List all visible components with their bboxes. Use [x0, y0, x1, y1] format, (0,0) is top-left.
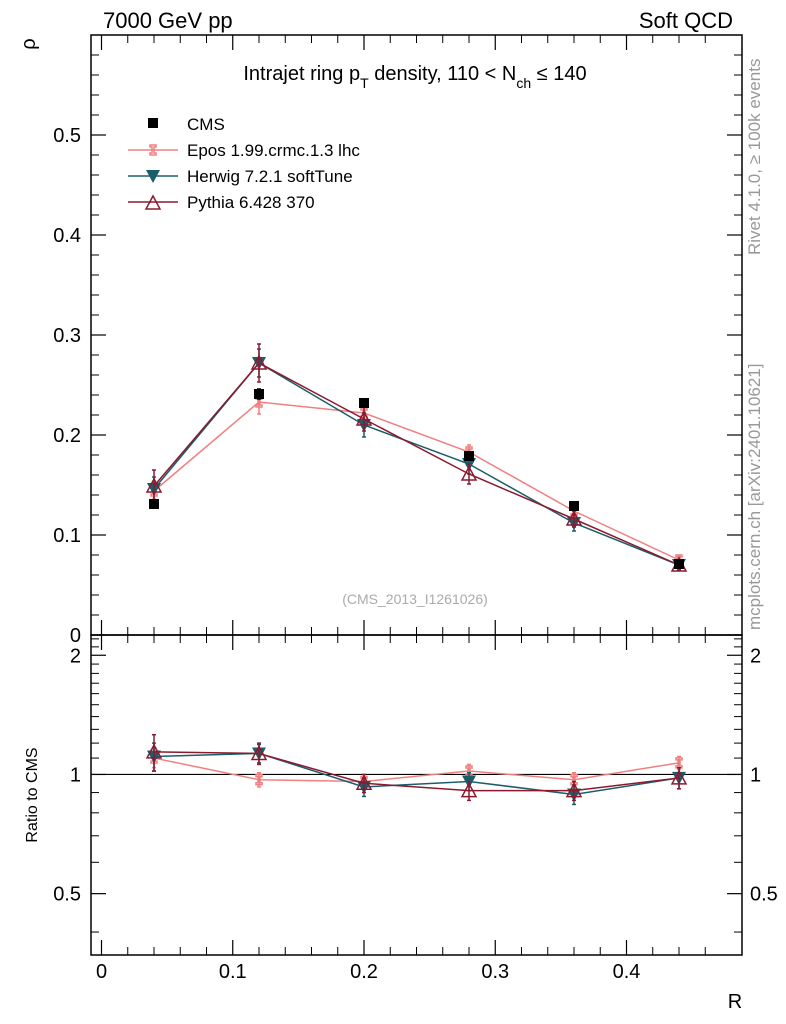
y-tick-label: 0.2 — [53, 425, 81, 447]
point-cms — [569, 501, 579, 511]
ratio-line-pythia — [153, 751, 680, 792]
x-tick-label: 0 — [96, 961, 107, 983]
ratio-line-epos — [153, 757, 680, 783]
point-cms — [254, 389, 264, 399]
legend-entry-pythia: Pythia 6.428 370 — [128, 193, 315, 212]
header-right: Soft QCD — [639, 8, 733, 33]
legend-label-herwig: Herwig 7.2.1 softTune — [187, 167, 353, 186]
legend-label-epos: Epos 1.99.crmc.1.3 lhc — [187, 141, 360, 160]
series-epos — [150, 389, 683, 566]
ratio-tick-label-right: 1 — [750, 764, 761, 786]
point-pythia — [565, 510, 583, 526]
series-line-epos — [153, 401, 680, 561]
x-tick-label: 0.3 — [481, 961, 509, 983]
analysis-id: (CMS_2013_I1261026) — [342, 591, 488, 607]
series-pythia — [145, 343, 688, 572]
x-tick-label: 0.4 — [613, 961, 641, 983]
series-herwig — [147, 348, 686, 572]
ratio-tick-label: 2 — [70, 645, 81, 667]
series-cms — [149, 388, 684, 569]
legend-marker-epos — [149, 144, 157, 156]
ratio-axis-ticks: 0.5 0.5 1 1 2 2 — [53, 638, 778, 933]
ratio-point-epos — [255, 773, 263, 786]
ratio-series-layer — [145, 733, 688, 806]
x-tick-label: 0.2 — [350, 961, 378, 983]
legend: CMS Epos 1.99.crmc.1.3 lhc Herwig 7.2.1 … — [128, 115, 360, 212]
ratio-point-epos — [570, 773, 578, 786]
ratio-axis-title: Ratio to CMS — [24, 747, 41, 842]
x-axis-title: R — [728, 991, 742, 1013]
ratio-tick-label-right: 2 — [750, 645, 761, 667]
legend-label-pythia: Pythia 6.428 370 — [187, 193, 315, 212]
point-cms — [149, 499, 159, 509]
ratio-point-epos — [675, 757, 683, 769]
ratio-tick-label: 1 — [70, 764, 81, 786]
ratio-series-pythia — [145, 733, 688, 802]
rivet-label: Rivet 4.1.0, ≥ 100k events — [745, 59, 764, 255]
legend-marker-pythia — [144, 194, 162, 210]
ratio-point-pythia — [355, 774, 373, 791]
legend-entry-epos: Epos 1.99.crmc.1.3 lhc — [128, 141, 360, 160]
y-tick-label: 0.1 — [53, 525, 81, 547]
legend-marker-herwig — [146, 170, 160, 183]
legend-entry-cms: CMS — [148, 115, 225, 134]
point-pythia — [145, 477, 163, 493]
y-tick-label: 0 — [70, 625, 81, 647]
x-tick-label: 0.1 — [219, 961, 247, 983]
point-cms — [674, 559, 684, 569]
ratio-line-herwig — [153, 752, 680, 796]
point-pythia — [250, 354, 268, 370]
point-cms — [464, 451, 474, 461]
point-cms — [359, 398, 369, 408]
mcplots-label: mcplots.cern.ch [arXiv:2401.10621] — [745, 364, 764, 630]
main-axis-ticks: 0 0.1 0.2 0.3 0.4 0.5 0 0.1 0.2 0.3 0.4 — [53, 35, 742, 983]
ratio-point-pythia — [565, 782, 583, 798]
point-pythia — [355, 410, 373, 426]
point-pythia — [460, 465, 478, 481]
y-tick-label: 0.4 — [53, 225, 81, 247]
legend-label-cms: CMS — [187, 115, 225, 134]
ratio-point-pythia — [670, 769, 688, 785]
legend-entry-herwig: Herwig 7.2.1 softTune — [128, 167, 353, 186]
legend-marker-cms — [148, 118, 158, 128]
ratio-point-pythia — [250, 744, 268, 761]
ratio-tick-label-right: 0.5 — [750, 884, 778, 906]
ratio-tick-label: 0.5 — [53, 884, 81, 906]
ratio-point-pythia — [145, 743, 163, 759]
y-tick-label: 0.3 — [53, 325, 81, 347]
ratio-plot-frame — [90, 634, 743, 956]
y-axis-title: ρ — [18, 38, 40, 49]
header-left: 7000 GeV pp — [103, 8, 233, 33]
main-series-layer — [145, 343, 688, 572]
series-line-pythia — [153, 362, 680, 566]
ratio-point-pythia — [460, 782, 478, 798]
y-tick-label: 0.5 — [53, 125, 81, 147]
plot-title: Intrajet ring pT density, 110 < Nch ≤ 14… — [243, 63, 586, 91]
